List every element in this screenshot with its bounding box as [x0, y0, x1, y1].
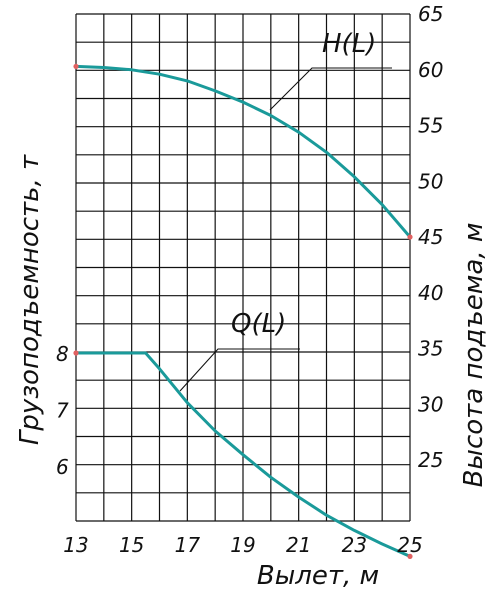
left-y-tick-label: 6	[56, 455, 69, 479]
right-y-tick-label: 60	[418, 58, 443, 82]
h-curve-leader	[269, 67, 392, 111]
series-label-q: Q(L)	[231, 309, 286, 339]
right-y-tick-label: 30	[418, 392, 443, 416]
left-y-tick-label: 7	[56, 399, 69, 423]
x-tick-label: 13	[63, 533, 88, 557]
right-y-tick-label: 45	[418, 225, 443, 249]
series-line-hl	[75, 64, 412, 238]
series-label-h: H(L)	[322, 29, 376, 59]
curves	[73, 63, 413, 560]
leader-lines	[179, 67, 392, 392]
x-tick-label: 23	[342, 533, 367, 557]
endpoint-marker	[407, 234, 413, 240]
x-tick-label: 19	[230, 533, 255, 557]
x-axis-title: Вылет, м	[257, 561, 379, 591]
q-curve-leader	[179, 348, 300, 392]
endpoint-marker	[407, 553, 413, 560]
right-y-axis-title: Высота подъема, м	[459, 223, 489, 488]
labels: H(L) Q(L) 13 15 17 19 21 23 25 65 60 55 50 45 40 35 30 25…	[15, 2, 489, 591]
right-y-tick-label: 55	[418, 114, 443, 138]
right-y-tick-label: 65	[418, 2, 443, 26]
x-tick-label: 21	[286, 533, 311, 557]
right-y-tick-label: 40	[418, 281, 443, 305]
x-tick-label: 25	[397, 533, 422, 557]
left-y-tick-label: 8	[56, 342, 69, 366]
endpoint-marker	[73, 63, 79, 70]
endpoint-marker	[73, 350, 79, 356]
x-tick-label: 17	[175, 533, 201, 557]
series-line-ql	[76, 351, 411, 558]
grid	[75, 13, 411, 522]
right-y-tick-label: 35	[418, 337, 443, 361]
left-y-axis-title: Грузоподъемность, т	[15, 154, 45, 445]
right-y-tick-label: 50	[418, 169, 443, 193]
right-y-tick-label: 25	[418, 448, 443, 472]
x-tick-label: 15	[119, 533, 144, 557]
